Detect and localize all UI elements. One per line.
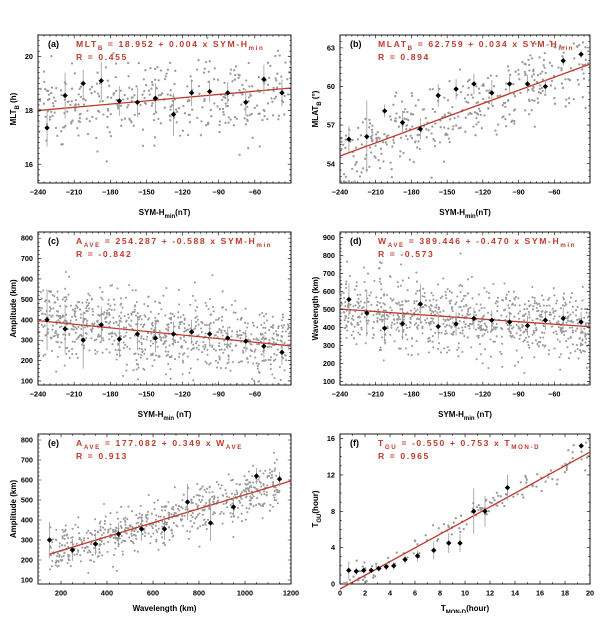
svg-text:R = 0.913: R = 0.913 (76, 451, 128, 461)
svg-text:−60: −60 (249, 188, 261, 197)
svg-text:(c): (c) (48, 236, 59, 246)
svg-text:−240: −240 (30, 390, 46, 399)
svg-text:57: 57 (327, 121, 335, 130)
svg-text:−120: −120 (475, 390, 491, 399)
svg-text:14: 14 (511, 589, 520, 598)
svg-text:100: 100 (323, 377, 335, 386)
svg-text:−180: −180 (403, 188, 419, 197)
svg-text:−240: −240 (332, 390, 348, 399)
svg-text:800: 800 (21, 436, 33, 445)
svg-text:20: 20 (586, 589, 594, 598)
svg-text:300: 300 (323, 341, 335, 350)
svg-text:−90: −90 (213, 390, 225, 399)
svg-text:300: 300 (21, 536, 33, 545)
svg-text:−150: −150 (138, 188, 154, 197)
svg-text:16: 16 (536, 589, 544, 598)
svg-text:−240: −240 (332, 188, 348, 197)
svg-text:18: 18 (25, 106, 33, 115)
svg-text:500: 500 (21, 496, 33, 505)
svg-text:500: 500 (21, 295, 33, 304)
svg-text:8: 8 (331, 507, 335, 516)
svg-text:−180: −180 (102, 188, 118, 197)
svg-text:500: 500 (323, 305, 335, 314)
svg-text:−90: −90 (512, 188, 524, 197)
svg-text:600: 600 (21, 476, 33, 485)
svg-text:2: 2 (363, 589, 367, 598)
svg-text:−210: −210 (66, 188, 82, 197)
svg-text:10: 10 (461, 589, 469, 598)
svg-text:200: 200 (323, 359, 335, 368)
svg-text:−120: −120 (475, 188, 491, 197)
svg-text:8: 8 (438, 589, 442, 598)
svg-text:R = -0.842: R = -0.842 (76, 249, 132, 259)
svg-text:54: 54 (327, 159, 336, 168)
svg-text:400: 400 (323, 323, 335, 332)
svg-text:−150: −150 (439, 390, 455, 399)
svg-text:200: 200 (21, 356, 33, 365)
svg-text:−90: −90 (512, 390, 524, 399)
svg-text:20: 20 (25, 52, 33, 61)
svg-text:60: 60 (327, 82, 335, 91)
svg-text:(a): (a) (48, 39, 59, 49)
svg-text:100: 100 (21, 377, 33, 386)
svg-text:(d): (d) (350, 236, 362, 246)
svg-text:300: 300 (21, 336, 33, 345)
svg-text:800: 800 (193, 589, 205, 598)
svg-text:−180: −180 (102, 390, 118, 399)
svg-text:200: 200 (55, 589, 67, 598)
svg-text:Amplitude (km): Amplitude (km) (9, 480, 18, 539)
svg-text:600: 600 (21, 275, 33, 284)
svg-text:Wavelength (km): Wavelength (km) (311, 276, 320, 340)
svg-text:−60: −60 (548, 390, 560, 399)
svg-text:−60: −60 (548, 188, 560, 197)
svg-text:(f): (f) (350, 438, 359, 448)
svg-text:R = 0.455: R = 0.455 (76, 52, 128, 62)
svg-text:R = 0.894: R = 0.894 (378, 52, 430, 62)
svg-text:−210: −210 (66, 390, 82, 399)
svg-text:800: 800 (21, 234, 33, 243)
svg-text:700: 700 (21, 254, 33, 263)
svg-text:12: 12 (327, 471, 335, 480)
svg-text:−210: −210 (367, 390, 383, 399)
svg-text:100: 100 (21, 576, 33, 585)
svg-text:700: 700 (21, 456, 33, 465)
svg-text:400: 400 (21, 315, 33, 324)
svg-text:600: 600 (323, 287, 335, 296)
svg-text:1000: 1000 (237, 589, 253, 598)
svg-text:(e): (e) (48, 438, 59, 448)
svg-text:800: 800 (323, 251, 335, 260)
svg-text:R = 0.965: R = 0.965 (378, 451, 430, 461)
svg-text:Wavelength (km): Wavelength (km) (133, 604, 197, 613)
svg-text:16: 16 (327, 434, 335, 443)
svg-text:−90: −90 (213, 188, 225, 197)
svg-text:−180: −180 (403, 390, 419, 399)
svg-text:−150: −150 (138, 390, 154, 399)
svg-text:700: 700 (323, 269, 335, 278)
svg-text:−60: −60 (249, 390, 261, 399)
svg-text:200: 200 (21, 556, 33, 565)
svg-text:6: 6 (413, 589, 417, 598)
svg-text:18: 18 (561, 589, 569, 598)
svg-text:−210: −210 (367, 188, 383, 197)
svg-text:(b): (b) (350, 39, 362, 49)
svg-text:63: 63 (327, 43, 335, 52)
svg-text:−120: −120 (174, 390, 190, 399)
svg-text:−150: −150 (439, 188, 455, 197)
svg-text:0: 0 (338, 589, 342, 598)
svg-text:16: 16 (25, 160, 33, 169)
svg-text:−240: −240 (30, 188, 46, 197)
svg-text:600: 600 (147, 589, 159, 598)
svg-text:12: 12 (486, 589, 494, 598)
svg-text:1200: 1200 (283, 589, 299, 598)
svg-text:900: 900 (323, 233, 335, 242)
svg-text:R = -0.573: R = -0.573 (378, 249, 434, 259)
svg-text:0: 0 (331, 580, 335, 589)
svg-text:Amplitude (km): Amplitude (km) (9, 279, 18, 338)
svg-text:−120: −120 (174, 188, 190, 197)
svg-text:400: 400 (101, 589, 113, 598)
svg-text:400: 400 (21, 516, 33, 525)
